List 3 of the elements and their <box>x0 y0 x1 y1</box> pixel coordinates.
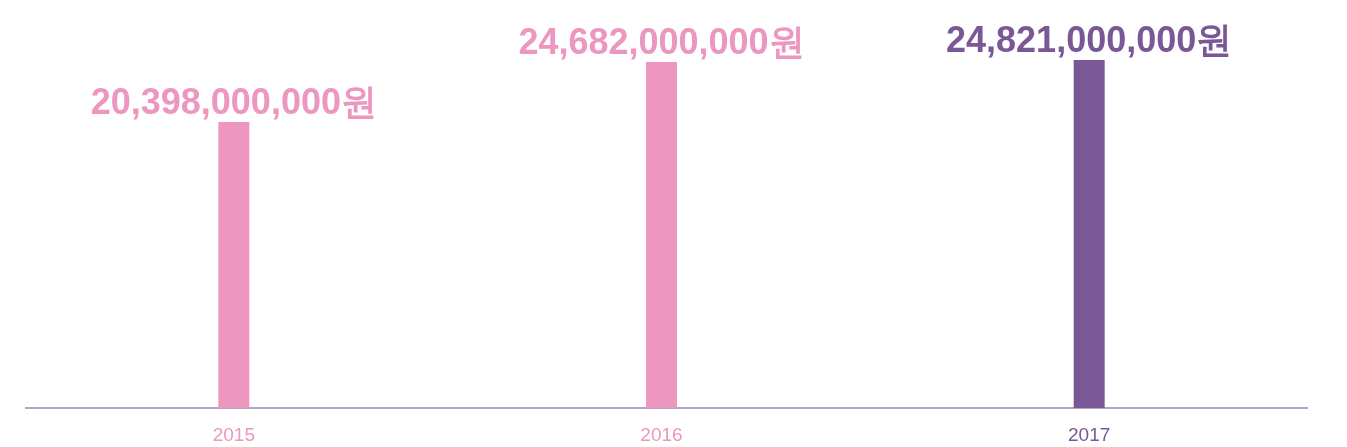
x-tick-label: 2015 <box>212 424 255 445</box>
x-tick-label: 2016 <box>640 424 683 445</box>
x-tick-label: 2017 <box>1068 424 1111 445</box>
